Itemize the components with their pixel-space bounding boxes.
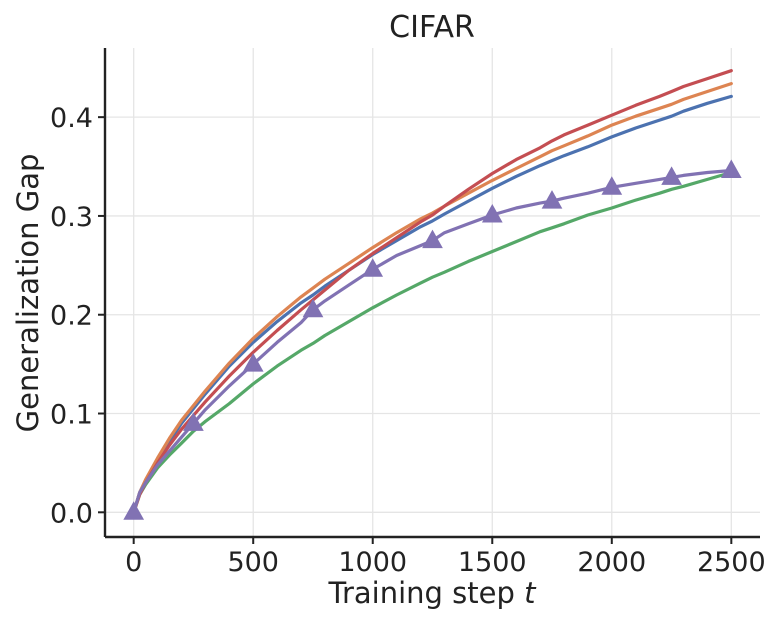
series-red-line xyxy=(132,69,733,514)
y-tick-label: 0.0 xyxy=(50,498,93,529)
series-purple-marker xyxy=(601,176,623,195)
y-tick-label: 0.1 xyxy=(50,400,93,431)
series-orange-line xyxy=(132,82,733,514)
series-purple-marker xyxy=(720,159,742,178)
chart-title: CIFAR xyxy=(389,10,475,45)
x-axis-title-text: Training step xyxy=(328,576,525,610)
x-tick-label: 1000 xyxy=(338,547,407,578)
series-purple-marker xyxy=(302,298,324,318)
y-tick-label: 0.3 xyxy=(50,202,93,233)
marker-layer xyxy=(123,159,742,520)
series-blue-line xyxy=(132,94,733,514)
ticks: 0 500 1000 1500 2000 2500 0.0 0.1 0.2 0.3 0.4 xyxy=(50,103,766,578)
series-purple-marker xyxy=(541,190,563,209)
x-tick-label: 500 xyxy=(227,547,279,578)
series-purple-marker xyxy=(362,258,384,277)
x-tick-label: 2000 xyxy=(577,547,646,578)
axes xyxy=(103,48,760,539)
series-purple-marker xyxy=(183,412,204,431)
series-purple-marker xyxy=(661,166,682,185)
x-axis-title-variable: t xyxy=(524,576,537,610)
series-purple-marker xyxy=(422,229,443,249)
x-axis-title: Training step t xyxy=(328,576,538,610)
series-purple-marker xyxy=(481,203,503,223)
series-purple-marker xyxy=(242,353,264,372)
x-tick-label: 2500 xyxy=(697,547,766,578)
grid xyxy=(105,48,760,537)
x-tick-label: 0 xyxy=(125,547,142,578)
series-layer xyxy=(132,69,733,514)
series-green-line xyxy=(132,170,733,514)
y-tick-label: 0.2 xyxy=(50,301,93,332)
series-purple-marker xyxy=(123,501,145,520)
y-tick-label: 0.4 xyxy=(50,103,93,134)
x-tick-label: 1500 xyxy=(458,547,527,578)
y-axis-title: Generalization Gap xyxy=(11,154,45,433)
